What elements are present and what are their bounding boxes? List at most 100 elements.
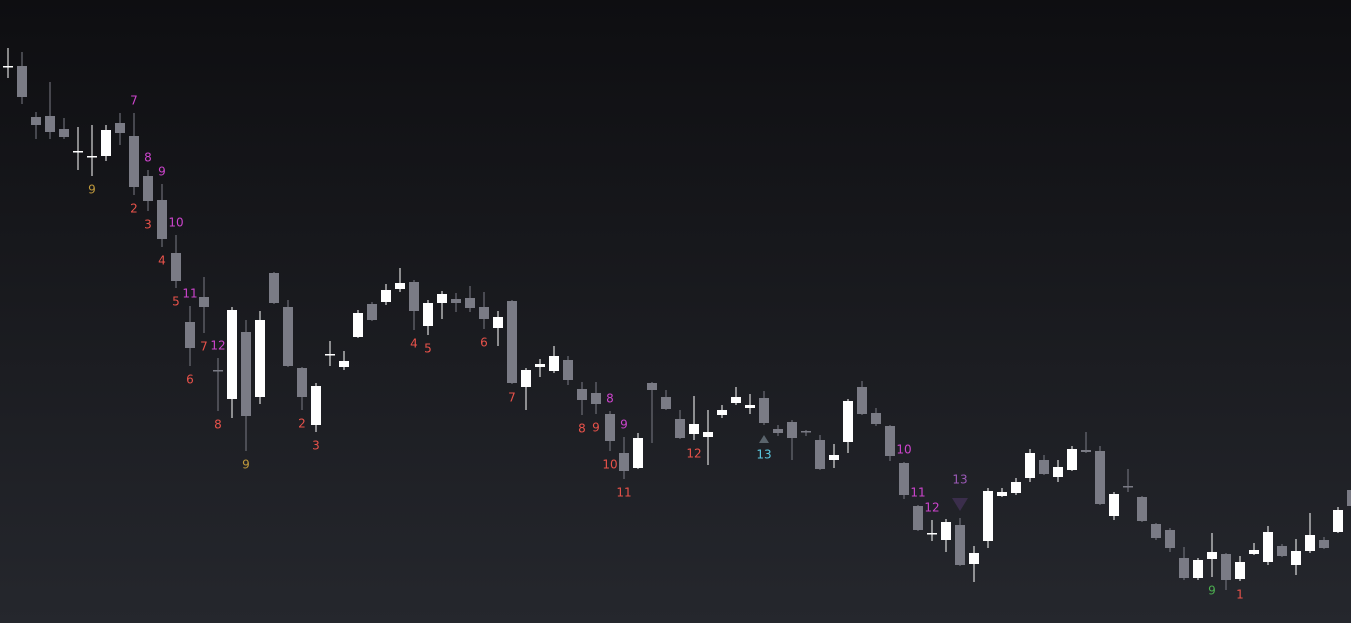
candle-body [493, 317, 503, 328]
candle-body [857, 387, 867, 414]
count-label: 9 [158, 165, 166, 179]
count-label: 9 [1208, 584, 1216, 598]
candle-body [899, 463, 909, 495]
signal-marker [952, 498, 968, 511]
candle-body [549, 356, 559, 371]
count-label: 12 [924, 501, 939, 515]
count-label: 1 [1236, 588, 1244, 602]
count-label: 11 [616, 486, 631, 500]
candle-body [815, 440, 825, 469]
count-label: 7 [200, 340, 208, 354]
count-label: 3 [144, 218, 152, 232]
candle-body [955, 525, 965, 565]
candle-body [759, 398, 769, 423]
candle-body [1123, 486, 1133, 488]
count-label: 2 [298, 417, 306, 431]
count-label: 8 [214, 418, 222, 432]
count-label: 8 [144, 151, 152, 165]
candle-body [1081, 450, 1091, 452]
count-label: 13 [952, 473, 967, 487]
count-label: 13 [756, 448, 771, 462]
candle-body [941, 522, 951, 540]
candle-body [479, 307, 489, 319]
candle-body [619, 453, 629, 471]
count-label: 5 [172, 295, 180, 309]
count-label: 3 [312, 439, 320, 453]
candle-body [885, 426, 895, 456]
count-label: 8 [606, 392, 614, 406]
count-label: 5 [424, 342, 432, 356]
candle-body [591, 393, 601, 404]
candle-body [311, 386, 321, 425]
candle-body [1109, 494, 1119, 516]
candle-body [843, 401, 853, 442]
candle-body [31, 117, 41, 125]
count-label: 9 [620, 418, 628, 432]
candle-body [409, 282, 419, 311]
candle-body [73, 151, 83, 153]
candle-body [143, 176, 153, 201]
count-label: 4 [410, 337, 418, 351]
candle-body [577, 389, 587, 400]
candle-body [1165, 530, 1175, 548]
candle-body [437, 294, 447, 303]
candle-body [115, 123, 125, 133]
candle-body [199, 297, 209, 307]
candle-body [1095, 451, 1105, 504]
candle-body [829, 455, 839, 460]
candle-body [87, 156, 97, 158]
candle-body [381, 290, 391, 302]
candle-body [451, 299, 461, 303]
count-label: 12 [210, 339, 225, 353]
candle-body [339, 361, 349, 367]
count-label: 9 [592, 421, 600, 435]
candle-body [1319, 540, 1329, 548]
signal-marker [759, 435, 769, 443]
candle-body [1263, 532, 1273, 562]
count-label: 7 [508, 391, 516, 405]
candle-body [927, 533, 937, 535]
candle-body [367, 304, 377, 320]
count-label: 2 [130, 202, 138, 216]
candle-body [507, 301, 517, 383]
candle-body [423, 303, 433, 326]
candle-body [297, 368, 307, 397]
candle-body [717, 410, 727, 415]
candle-body [1137, 497, 1147, 521]
candle-body [745, 405, 755, 408]
candle-body [1025, 453, 1035, 478]
count-label: 11 [182, 287, 197, 301]
candle-body [185, 322, 195, 348]
candle-body [241, 332, 251, 416]
count-label: 8 [578, 422, 586, 436]
candle-body [157, 200, 167, 239]
candle-body [353, 313, 363, 337]
candle-body [871, 413, 881, 424]
candle-body [17, 66, 27, 97]
candle-body [983, 491, 993, 541]
count-label: 10 [168, 216, 183, 230]
candle-body [101, 130, 111, 156]
count-label: 6 [186, 373, 194, 387]
candle-body [1207, 552, 1217, 559]
candle-body [3, 66, 13, 68]
candle-body [913, 506, 923, 530]
candle-body [129, 136, 139, 187]
candle-body [395, 283, 405, 289]
count-label: 7 [130, 94, 138, 108]
candle-body [1333, 510, 1343, 532]
candle-body [969, 553, 979, 564]
candle-body [521, 370, 531, 387]
candle-body [283, 307, 293, 366]
count-label: 11 [910, 486, 925, 500]
candle-body [59, 129, 69, 137]
count-label: 9 [88, 183, 96, 197]
candle-body [731, 397, 741, 403]
count-label: 6 [480, 336, 488, 350]
candle-body [801, 431, 811, 433]
count-label: 4 [158, 254, 166, 268]
candle-body [773, 429, 783, 433]
candle-body [269, 273, 279, 303]
